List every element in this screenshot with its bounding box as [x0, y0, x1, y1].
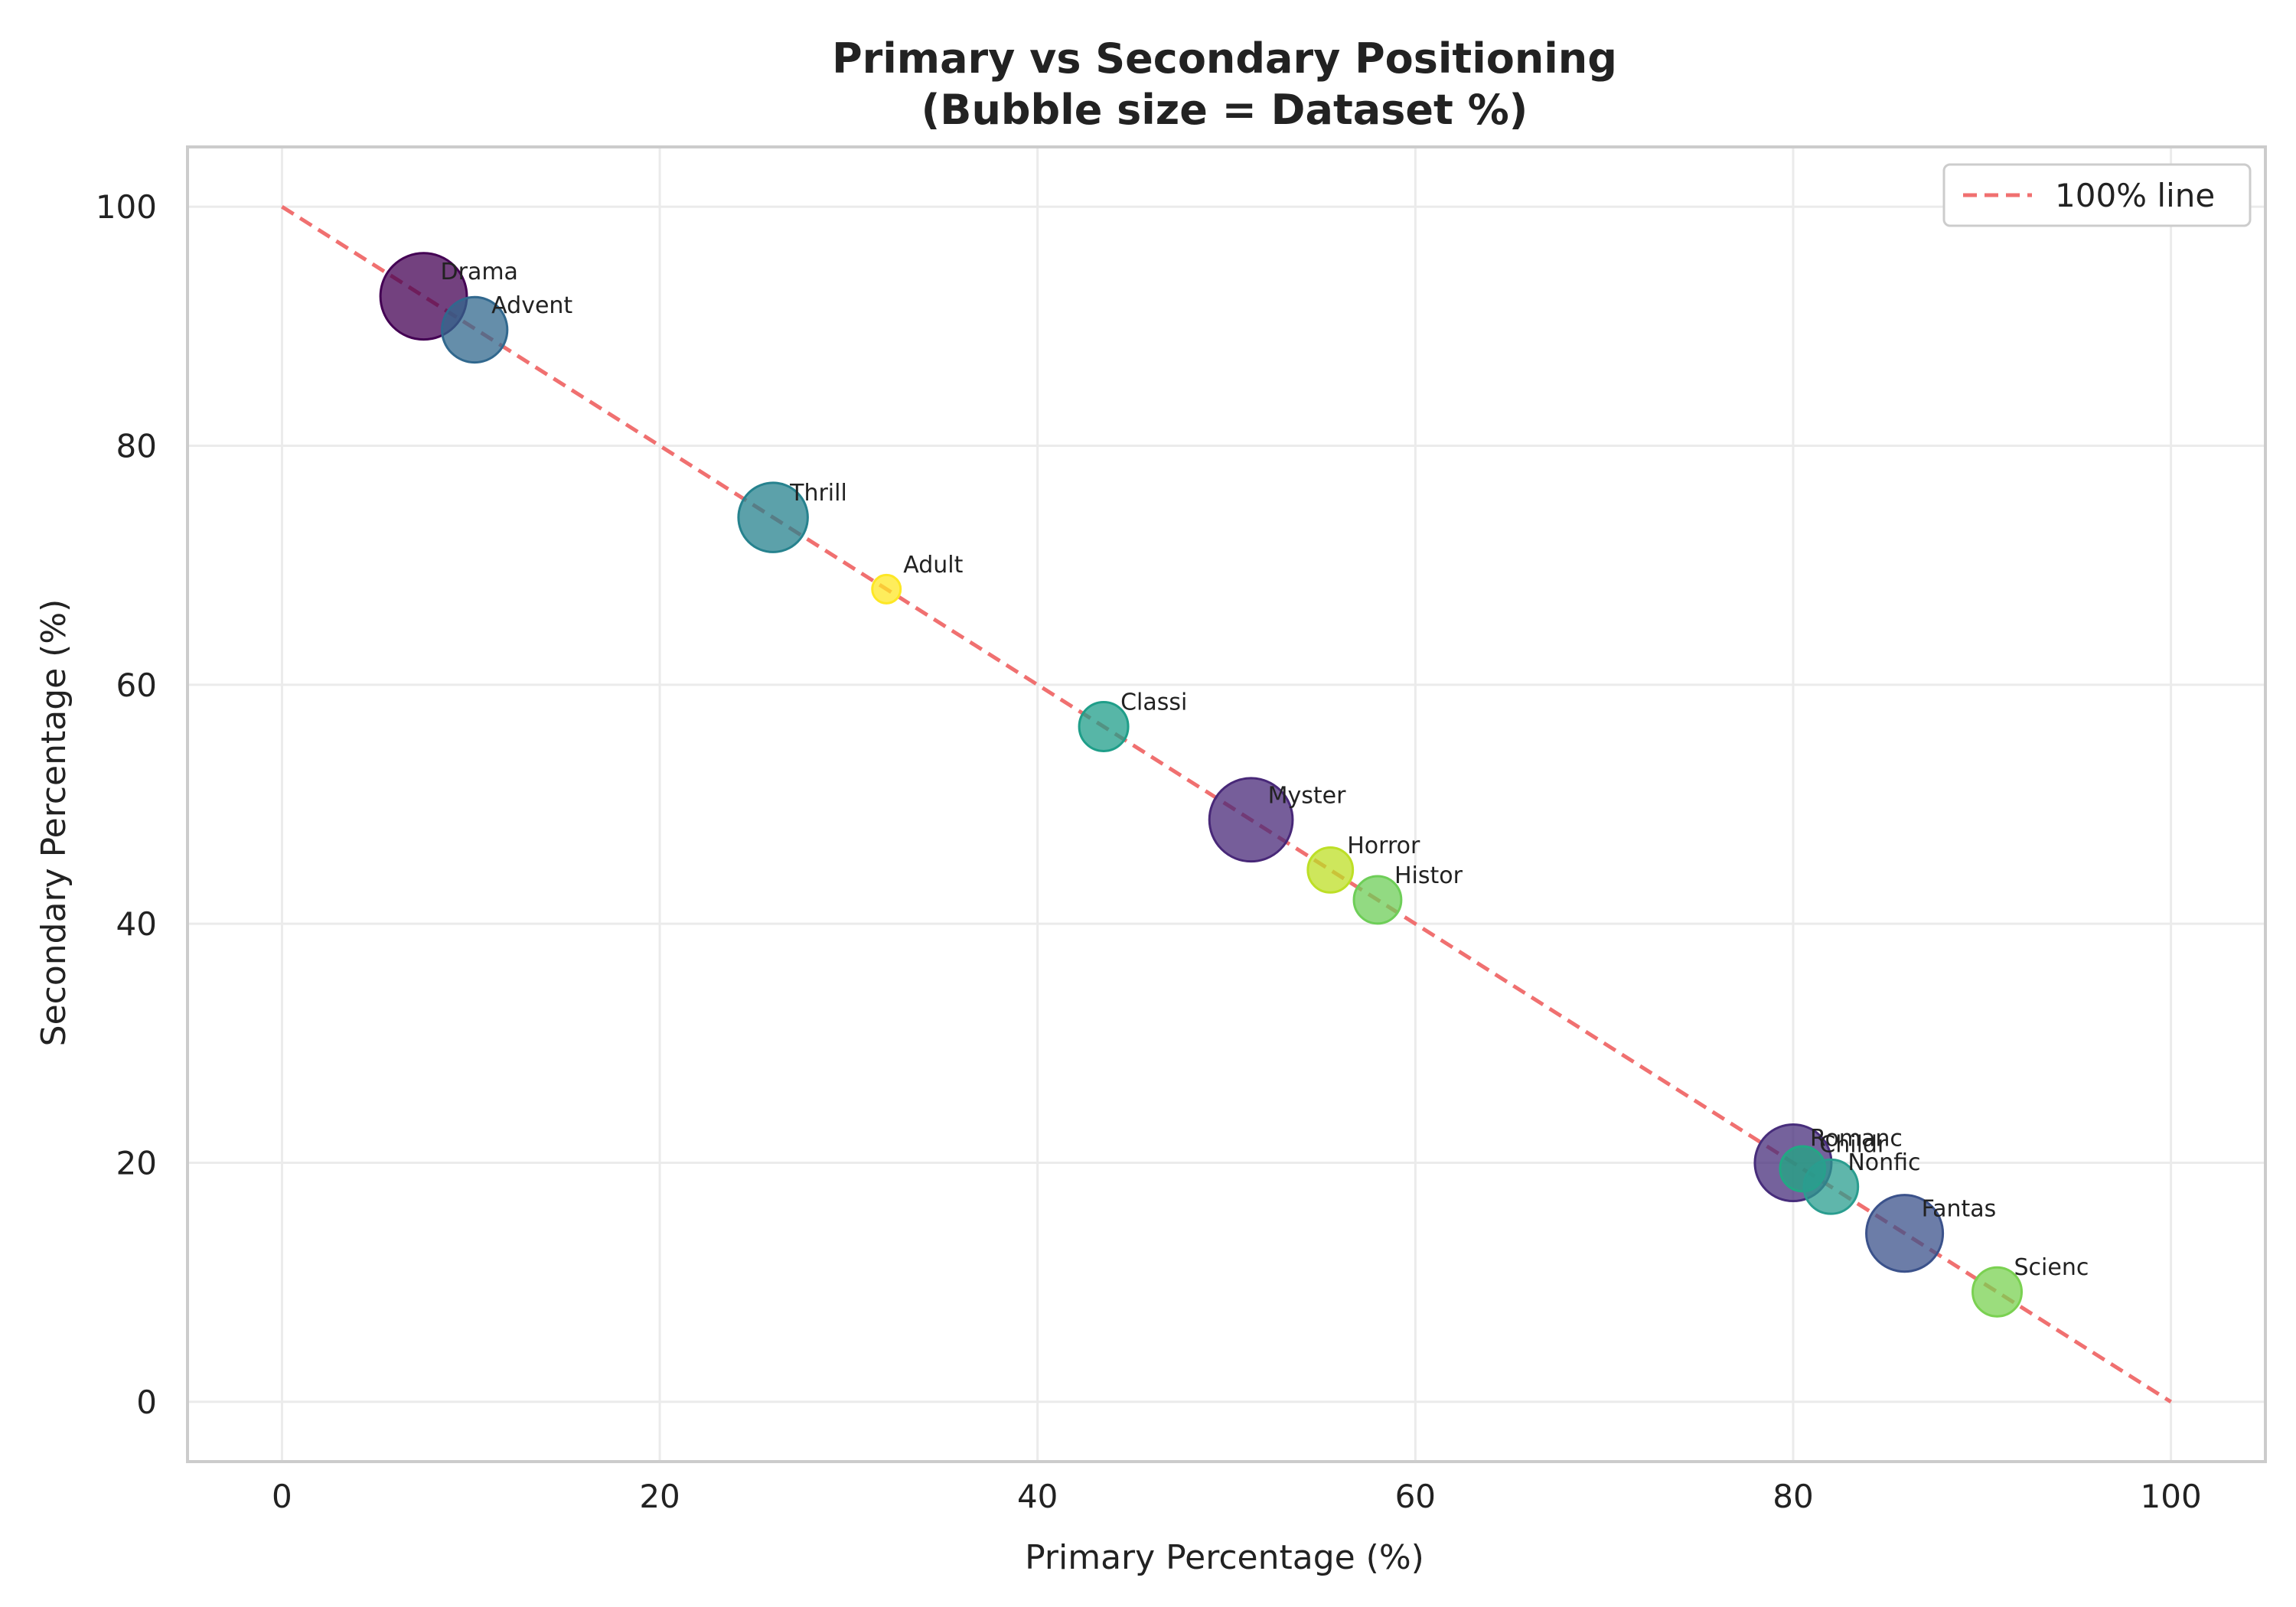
bubble-label-childr: Childr [1819, 1131, 1887, 1158]
bubble-label-nonfic: Nonfic [1848, 1149, 1920, 1176]
bubble-thrill [737, 481, 809, 553]
bubble-label-scienc: Scienc [2014, 1254, 2089, 1281]
x-axis-label: Primary Percentage (%) [1025, 1538, 1424, 1577]
bubble-fantas [1865, 1194, 1945, 1273]
y-tick-label: 0 [136, 1384, 157, 1421]
x-tick-label: 80 [1773, 1478, 1813, 1515]
bubble-label-advent: Advent [491, 292, 572, 319]
bubble-label-horror: Horror [1347, 833, 1420, 859]
grid [188, 147, 2265, 1462]
x-tick-label: 60 [1395, 1478, 1436, 1515]
x-tick-label: 0 [272, 1478, 292, 1515]
bubble-label-thrill: Thrill [789, 480, 847, 507]
y-tick-label: 80 [116, 427, 157, 464]
bubble-horror [1306, 846, 1355, 894]
bubble-labels-layer: Drama Advent Thrill Adult Classi MysterHorror… [441, 259, 2089, 1281]
bubble-label-histor: Histor [1394, 862, 1463, 889]
bubble-classi [1078, 700, 1130, 752]
bubble-adult [871, 573, 902, 605]
legend-box [1942, 163, 2252, 227]
tick-labels: 0 20 40 60 80 100 0 20 40 60 80 100 [96, 188, 2202, 1515]
bubble-scienc [1971, 1266, 2024, 1318]
y-tick-label: 100 [96, 188, 157, 226]
y-tick-label: 40 [116, 905, 157, 943]
bubble-label-classi: Classi [1120, 689, 1187, 715]
bubble-label-adult: Adult [903, 552, 963, 579]
bubble-advent [441, 295, 509, 364]
bubbles-layer [379, 252, 2024, 1318]
bubble-label-drama: Drama [441, 259, 518, 285]
plot-frame [186, 145, 2267, 1463]
bubble-histor [1352, 875, 1403, 925]
x-tick-label: 100 [2141, 1478, 2202, 1515]
bubble-label-myster: Myster [1268, 782, 1346, 809]
chart-title: Primary vs Secondary Positioning [832, 34, 1617, 83]
legend-label: 100% line [2055, 177, 2215, 214]
x-tick-label: 20 [639, 1478, 680, 1515]
bubble-nonfic [1802, 1158, 1860, 1215]
x-tick-label: 40 [1017, 1478, 1058, 1515]
bubble-label-fantas: Fantas [1922, 1196, 1997, 1223]
bubble-myster [1208, 777, 1294, 863]
bubble-label-romanc: Romanc [1810, 1126, 1903, 1152]
y-tick-label: 20 [116, 1145, 157, 1182]
chart-subtitle: (Bubble size = Dataset %) [921, 86, 1528, 134]
legend: 100% line [1942, 163, 2252, 227]
y-tick-label: 60 [116, 667, 157, 704]
y-axis-label: Secondary Percentage (%) [34, 599, 73, 1047]
